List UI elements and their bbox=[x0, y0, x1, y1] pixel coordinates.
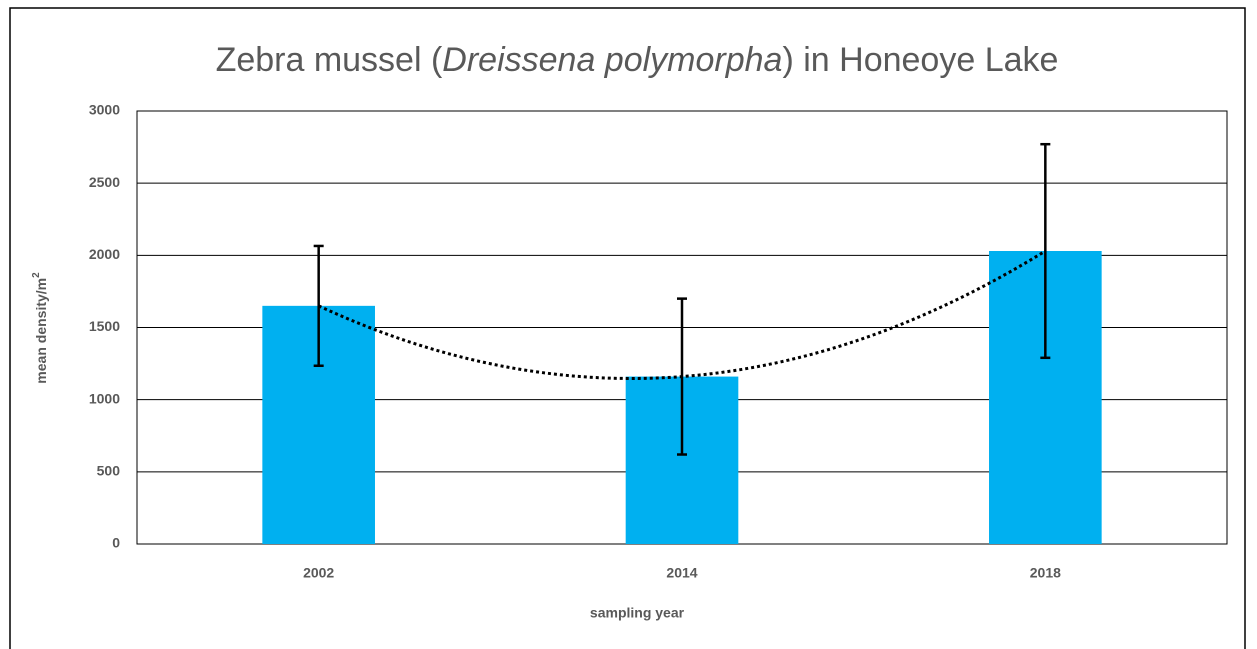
frame bbox=[9, 7, 1246, 649]
y-tick-label: 3000 bbox=[89, 102, 120, 118]
x-tick-label: 2018 bbox=[1030, 565, 1061, 581]
title-part: Zebra mussel ( bbox=[216, 41, 443, 79]
x-tick-label: 2002 bbox=[303, 565, 334, 581]
error-bar bbox=[313, 244, 324, 367]
y-tick-label: 2500 bbox=[89, 174, 120, 190]
y-tick-label: 2000 bbox=[89, 246, 120, 262]
chart-title: Zebra mussel (Dreissena polymorpha) in H… bbox=[216, 41, 1059, 79]
trendline bbox=[318, 249, 1047, 380]
y-tick-label: 1500 bbox=[89, 318, 120, 334]
title-part: Dreissena polymorpha bbox=[442, 41, 782, 79]
y-label-text: mean density/m bbox=[33, 278, 49, 384]
title-part: ) in Honeoye Lake bbox=[782, 41, 1058, 79]
x-tick-label: 2014 bbox=[666, 565, 697, 581]
y-tick-label: 500 bbox=[97, 463, 121, 479]
y-tick-label: 0 bbox=[112, 535, 120, 551]
y-label-superscript: 2 bbox=[31, 272, 42, 278]
x-axis-label: sampling year bbox=[590, 605, 685, 621]
y-axis-label: mean density/m2 bbox=[31, 272, 49, 384]
y-tick-label: 1000 bbox=[89, 390, 120, 406]
